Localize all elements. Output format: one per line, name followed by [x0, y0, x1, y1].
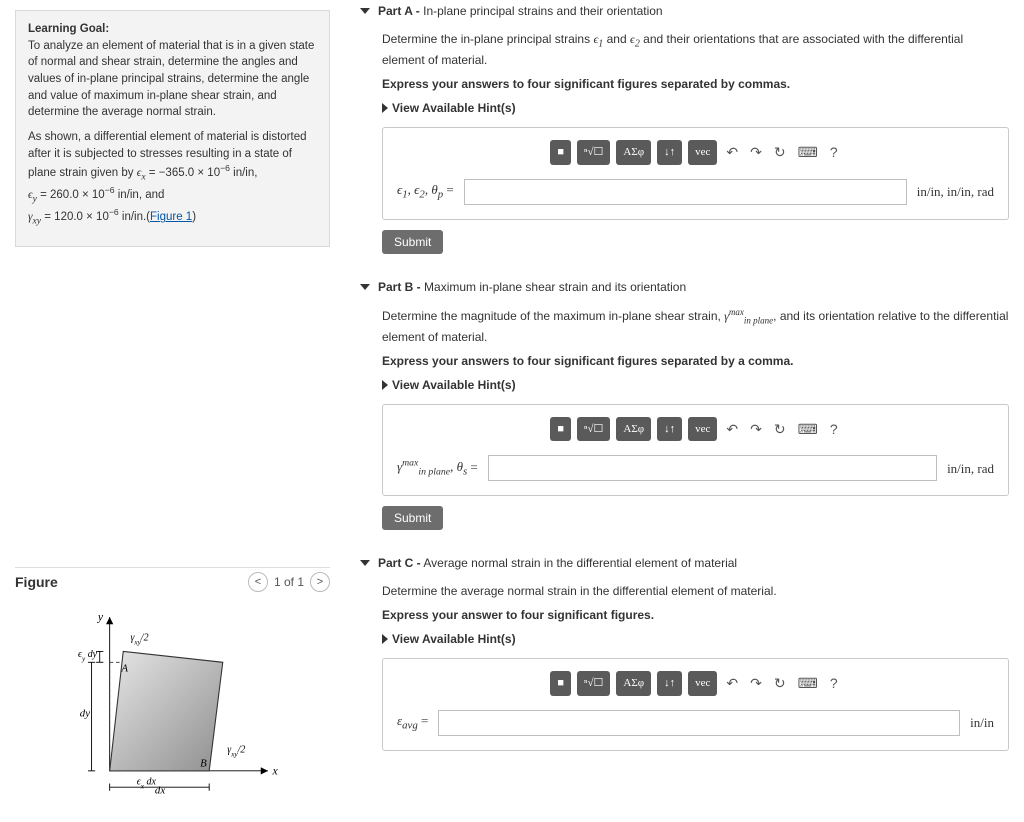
undo-button[interactable]: ↶ — [723, 673, 741, 694]
figure-title: Figure — [15, 574, 58, 590]
redo-button[interactable]: ↷ — [747, 142, 765, 163]
caret-down-icon — [360, 8, 370, 14]
goal-text: To analyze an element of material that i… — [28, 40, 314, 119]
part-a-lhs: ϵ1, ϵ2, θp = — [397, 180, 454, 203]
figure-pager: < 1 of 1 > — [248, 572, 330, 592]
sqrt-button[interactable]: ⁿ√☐ — [577, 417, 610, 442]
templates-button[interactable]: ■ — [550, 671, 571, 696]
svg-text:y: y — [96, 611, 103, 624]
part-a-submit-button[interactable]: Submit — [382, 230, 443, 254]
part-b-toolbar: ■ ⁿ√☐ ΑΣφ ↓↑ vec ↶ ↷ ↻ ⌨ ? — [397, 417, 994, 442]
help-button[interactable]: ? — [827, 673, 841, 694]
keyboard-button[interactable]: ⌨ — [795, 673, 821, 694]
templates-button[interactable]: ■ — [550, 417, 571, 442]
part-b: Part B - Maximum in-plane shear strain a… — [360, 276, 1009, 530]
figure-page-label: 1 of 1 — [274, 575, 304, 589]
part-b-instruction: Determine the magnitude of the maximum i… — [382, 306, 1009, 346]
svg-text:γxy/2: γxy/2 — [227, 745, 245, 759]
svg-text:dx: dx — [154, 785, 164, 797]
figure-link[interactable]: Figure 1 — [150, 211, 192, 223]
part-a-header[interactable]: Part A - In-plane principal strains and … — [360, 0, 1009, 22]
part-a: Part A - In-plane principal strains and … — [360, 0, 1009, 254]
updown-button[interactable]: ↓↑ — [657, 140, 682, 165]
vec-button[interactable]: vec — [688, 417, 717, 442]
part-a-answer-box: ■ ⁿ√☐ ΑΣφ ↓↑ vec ↶ ↷ ↻ ⌨ ? ϵ1, ϵ2, θp = — [382, 127, 1009, 220]
caret-right-icon — [382, 103, 388, 113]
part-c-hints-toggle[interactable]: View Available Hint(s) — [382, 630, 1009, 648]
part-b-input[interactable] — [488, 455, 937, 481]
part-c-header[interactable]: Part C - Average normal strain in the di… — [360, 552, 1009, 574]
greek-button[interactable]: ΑΣφ — [616, 671, 651, 696]
part-b-lhs: γmaxin plane, θs = — [397, 457, 478, 481]
part-b-header[interactable]: Part B - Maximum in-plane shear strain a… — [360, 276, 1009, 298]
reset-button[interactable]: ↻ — [771, 142, 789, 163]
part-c-input[interactable] — [438, 710, 960, 736]
reset-button[interactable]: ↻ — [771, 673, 789, 694]
figure-header: Figure < 1 of 1 > — [15, 567, 330, 596]
undo-button[interactable]: ↶ — [723, 142, 741, 163]
given-strain-text: As shown, a differential element of mate… — [28, 129, 317, 228]
svg-text:A: A — [120, 663, 128, 675]
goal-heading: Learning Goal: — [28, 21, 317, 38]
reset-button[interactable]: ↻ — [771, 419, 789, 440]
svg-text:ϵy dy: ϵy dy — [78, 649, 98, 663]
updown-button[interactable]: ↓↑ — [657, 671, 682, 696]
learning-goal-panel: Learning Goal: To analyze an element of … — [15, 10, 330, 247]
part-a-units: in/in, in/in, rad — [917, 182, 994, 202]
sqrt-button[interactable]: ⁿ√☐ — [577, 140, 610, 165]
figure-next-button[interactable]: > — [310, 572, 330, 592]
svg-text:dy: dy — [79, 708, 89, 720]
svg-text:γxy/2: γxy/2 — [130, 633, 148, 647]
greek-button[interactable]: ΑΣφ — [616, 417, 651, 442]
part-b-units: in/in, rad — [947, 459, 994, 479]
figure-diagram: x y A B dy dx ϵy dy ϵx dx γxy/2 γxy/2 — [15, 608, 330, 798]
vec-button[interactable]: vec — [688, 140, 717, 165]
help-button[interactable]: ? — [827, 419, 841, 440]
caret-down-icon — [360, 284, 370, 290]
part-b-hints-toggle[interactable]: View Available Hint(s) — [382, 376, 1009, 394]
part-c-lhs: εavg = — [397, 711, 428, 734]
part-a-express: Express your answers to four significant… — [382, 75, 1009, 93]
svg-text:B: B — [200, 758, 207, 770]
greek-button[interactable]: ΑΣφ — [616, 140, 651, 165]
svg-text:x: x — [271, 765, 278, 778]
undo-button[interactable]: ↶ — [723, 419, 741, 440]
part-b-submit-button[interactable]: Submit — [382, 506, 443, 530]
caret-right-icon — [382, 380, 388, 390]
part-a-toolbar: ■ ⁿ√☐ ΑΣφ ↓↑ vec ↶ ↷ ↻ ⌨ ? — [397, 140, 994, 165]
vec-button[interactable]: vec — [688, 671, 717, 696]
redo-button[interactable]: ↷ — [747, 673, 765, 694]
svg-text:ϵx dx: ϵx dx — [136, 777, 156, 791]
part-a-input[interactable] — [464, 179, 907, 205]
help-button[interactable]: ? — [827, 142, 841, 163]
caret-right-icon — [382, 634, 388, 644]
keyboard-button[interactable]: ⌨ — [795, 142, 821, 163]
figure-prev-button[interactable]: < — [248, 572, 268, 592]
part-c-instruction: Determine the average normal strain in t… — [382, 582, 1009, 600]
part-c-units: in/in — [970, 713, 994, 733]
part-c: Part C - Average normal strain in the di… — [360, 552, 1009, 751]
sqrt-button[interactable]: ⁿ√☐ — [577, 671, 610, 696]
updown-button[interactable]: ↓↑ — [657, 417, 682, 442]
part-a-hints-toggle[interactable]: View Available Hint(s) — [382, 99, 1009, 117]
part-c-answer-box: ■ ⁿ√☐ ΑΣφ ↓↑ vec ↶ ↷ ↻ ⌨ ? εavg = — [382, 658, 1009, 751]
redo-button[interactable]: ↷ — [747, 419, 765, 440]
part-c-express: Express your answer to four significant … — [382, 606, 1009, 624]
part-c-toolbar: ■ ⁿ√☐ ΑΣφ ↓↑ vec ↶ ↷ ↻ ⌨ ? — [397, 671, 994, 696]
caret-down-icon — [360, 560, 370, 566]
keyboard-button[interactable]: ⌨ — [795, 419, 821, 440]
part-b-answer-box: ■ ⁿ√☐ ΑΣφ ↓↑ vec ↶ ↷ ↻ ⌨ ? γmaxin plane,… — [382, 404, 1009, 497]
part-a-instruction: Determine the in-plane principal strains… — [382, 30, 1009, 69]
part-b-express: Express your answers to four significant… — [382, 352, 1009, 370]
templates-button[interactable]: ■ — [550, 140, 571, 165]
